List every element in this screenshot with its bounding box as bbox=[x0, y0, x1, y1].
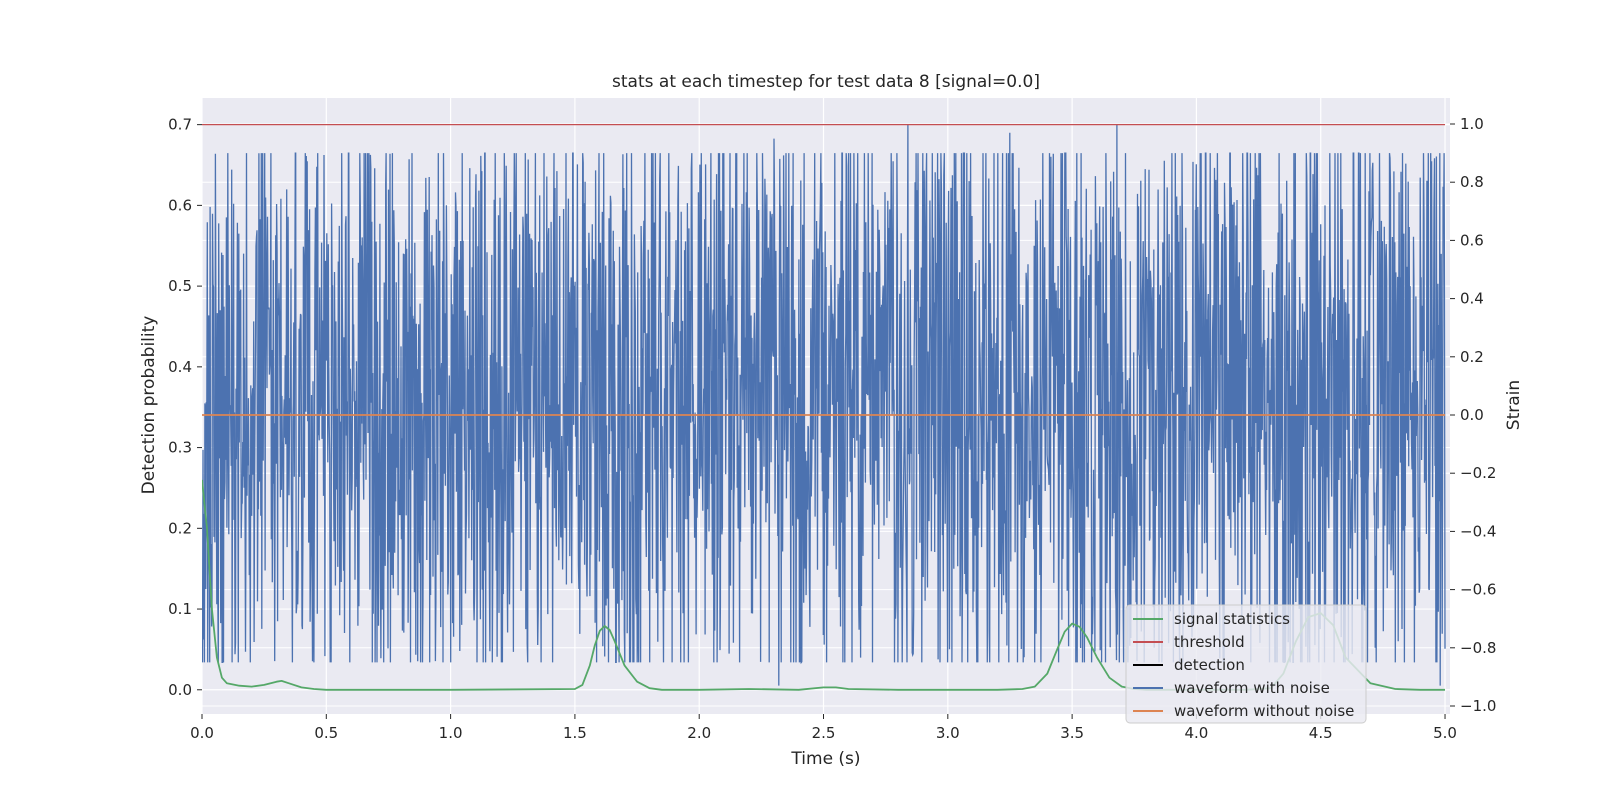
y2-tick-label: −0.6 bbox=[1460, 581, 1496, 599]
legend-label: detection bbox=[1174, 656, 1245, 674]
legend-label: waveform without noise bbox=[1174, 702, 1354, 720]
y2-tick-label: 0.8 bbox=[1460, 173, 1484, 191]
x-tick-label: 2.0 bbox=[687, 724, 711, 742]
y2-tick-label: −0.8 bbox=[1460, 639, 1496, 657]
x-tick-label: 3.5 bbox=[1060, 724, 1084, 742]
y-tick-label: 0.7 bbox=[168, 116, 192, 134]
x-tick-label: 4.0 bbox=[1184, 724, 1208, 742]
noise-waveform-layer bbox=[202, 123, 1446, 686]
series-waveform-with-noise bbox=[202, 123, 1446, 686]
y-tick-label: 0.1 bbox=[168, 600, 192, 618]
x-tick-label: 1.0 bbox=[439, 724, 463, 742]
y-tick-label: 0.2 bbox=[168, 519, 192, 537]
y2-tick-label: 0.4 bbox=[1460, 290, 1484, 308]
y2-tick-label: 1.0 bbox=[1460, 115, 1484, 133]
x-tick-label: 0.5 bbox=[314, 724, 338, 742]
y2-tick-label: 0.0 bbox=[1460, 406, 1484, 424]
x-tick-label: 2.5 bbox=[812, 724, 836, 742]
x-tick-label: 5.0 bbox=[1433, 724, 1457, 742]
x-tick-label: 4.5 bbox=[1309, 724, 1333, 742]
legend-box bbox=[1125, 604, 1367, 724]
y-axis-label: Detection probability bbox=[139, 316, 159, 495]
y-tick-label: 0.6 bbox=[168, 196, 192, 214]
x-tick-label: 3.0 bbox=[936, 724, 960, 742]
y2-tick-label: −1.0 bbox=[1460, 697, 1496, 715]
x-axis-label: Time (s) bbox=[790, 749, 860, 769]
legend: signal statistics threshold detection wavef… bbox=[1125, 604, 1367, 724]
legend-label: signal statistics bbox=[1174, 610, 1290, 628]
x-tick-label: 0.0 bbox=[190, 724, 214, 742]
y-tick-label: 0.0 bbox=[168, 681, 192, 699]
y2-tick-label: 0.6 bbox=[1460, 231, 1484, 249]
y2-tick-label: −0.4 bbox=[1460, 522, 1496, 540]
legend-label: waveform with noise bbox=[1174, 679, 1330, 697]
y2-tick-label: −0.2 bbox=[1460, 464, 1496, 482]
y-tick-label: 0.4 bbox=[168, 358, 192, 376]
y-tick-label: 0.3 bbox=[168, 439, 192, 457]
chart-title: stats at each timestep for test data 8 [… bbox=[612, 72, 1040, 92]
y2-tick-label: 0.2 bbox=[1460, 348, 1484, 366]
x-tick-label: 1.5 bbox=[563, 724, 587, 742]
y2-axis-label: Strain bbox=[1504, 380, 1524, 430]
y-tick-label: 0.5 bbox=[168, 277, 192, 295]
legend-label: threshold bbox=[1174, 633, 1245, 651]
axes: 0.0 0.5 1.0 1.5 2.0 2.5 3.0 3.5 4.0 4.5 5.0 0.0 0.1 0… bbox=[168, 115, 1496, 742]
